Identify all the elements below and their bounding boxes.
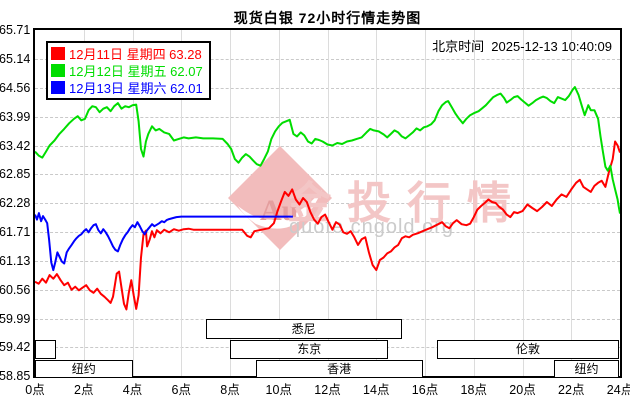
y-axis-tick: 63.99 <box>0 109 31 124</box>
y-axis-tick: 62.85 <box>0 167 31 182</box>
x-axis-labels: 0点 2点 4点 6点 8点 10点 12点 14点 16点 18点 20点 22点 24点 <box>0 379 630 397</box>
legend-label: 12月12日 星期五 62.07 <box>69 64 203 79</box>
market-session-box-纽约: 纽约 <box>35 360 133 378</box>
x-axis-tick: 20点 <box>509 383 536 397</box>
x-axis-tick: 10点 <box>265 383 292 397</box>
y-axis-tick: 58.85 <box>0 369 31 383</box>
y-axis-tick: 59.42 <box>0 340 31 355</box>
v-gridline <box>376 30 378 376</box>
series-line-thursday <box>35 140 620 311</box>
v-gridline <box>571 30 573 376</box>
x-axis-tick: 4点 <box>122 383 143 397</box>
legend-row: 12月13日 星期六 62.01 <box>51 79 203 96</box>
y-axis-tick: 61.13 <box>0 254 31 268</box>
v-gridline <box>132 30 134 376</box>
y-axis-tick: 64.56 <box>0 81 31 95</box>
chart-title: 现货白银 72小时行情走势图 <box>233 10 422 26</box>
series-line-saturday <box>35 212 293 272</box>
series-line-friday <box>35 86 620 214</box>
v-gridline <box>425 30 426 376</box>
legend-swatch <box>51 64 65 77</box>
x-axis-tick: 0点 <box>25 383 45 397</box>
market-session-box-纽约: 纽约 <box>554 360 619 378</box>
legend-swatch <box>51 81 65 94</box>
market-session-box-伦敦: 伦敦 <box>437 340 619 359</box>
legend-row: 12月11日 星期四 63.28 <box>51 45 203 62</box>
y-axis-tick: 63.42 <box>0 138 31 153</box>
v-gridline <box>181 30 183 376</box>
x-axis-tick: 24点 <box>606 383 630 397</box>
legend-row: 12月12日 星期五 62.07 <box>51 62 203 79</box>
x-axis-tick: 14点 <box>363 383 390 397</box>
plot-area: Au 金投行情 quote.cngold.org 12月11日 星期四 63.2… <box>33 28 622 378</box>
v-gridline <box>473 30 475 376</box>
x-axis-tick: 22点 <box>558 383 585 397</box>
x-axis-tick: 12点 <box>314 383 341 397</box>
y-axis-tick: 59.99 <box>0 311 31 326</box>
market-session-box-香港: 香港 <box>255 360 423 378</box>
y-axis-tick: 61.71 <box>0 224 31 239</box>
y-axis-labels: 65.71 65.14 64.56 63.99 63.42 62.85 62.28 61.71… <box>0 0 31 400</box>
y-axis-tick: 65.14 <box>0 51 31 66</box>
y-axis-tick: 65.71 <box>0 23 31 37</box>
y-axis-tick: 62.28 <box>0 196 31 210</box>
beijing-time-label: 北京时间 2025-12-13 10:40:09 <box>432 39 612 54</box>
x-axis-tick: 8点 <box>220 383 240 397</box>
x-axis-tick: 16点 <box>411 383 439 397</box>
market-session-box-东京: 东京 <box>230 340 389 359</box>
market-session-box <box>35 340 56 359</box>
legend-box: 12月11日 星期四 63.28 12月12日 星期五 62.07 12月13日 星… <box>46 41 211 100</box>
legend-label: 12月13日 星期六 62.01 <box>69 81 203 96</box>
x-axis-tick: 6点 <box>171 383 191 397</box>
v-gridline <box>522 30 524 376</box>
y-axis-tick: 60.56 <box>0 282 31 297</box>
legend-swatch <box>51 47 65 60</box>
market-session-box-悉尼: 悉尼 <box>205 319 402 339</box>
v-gridline <box>83 30 85 376</box>
x-axis-tick: 18点 <box>460 383 487 397</box>
legend-label: 12月11日 星期四 63.28 <box>69 47 202 62</box>
x-axis-tick: 2点 <box>74 383 94 397</box>
